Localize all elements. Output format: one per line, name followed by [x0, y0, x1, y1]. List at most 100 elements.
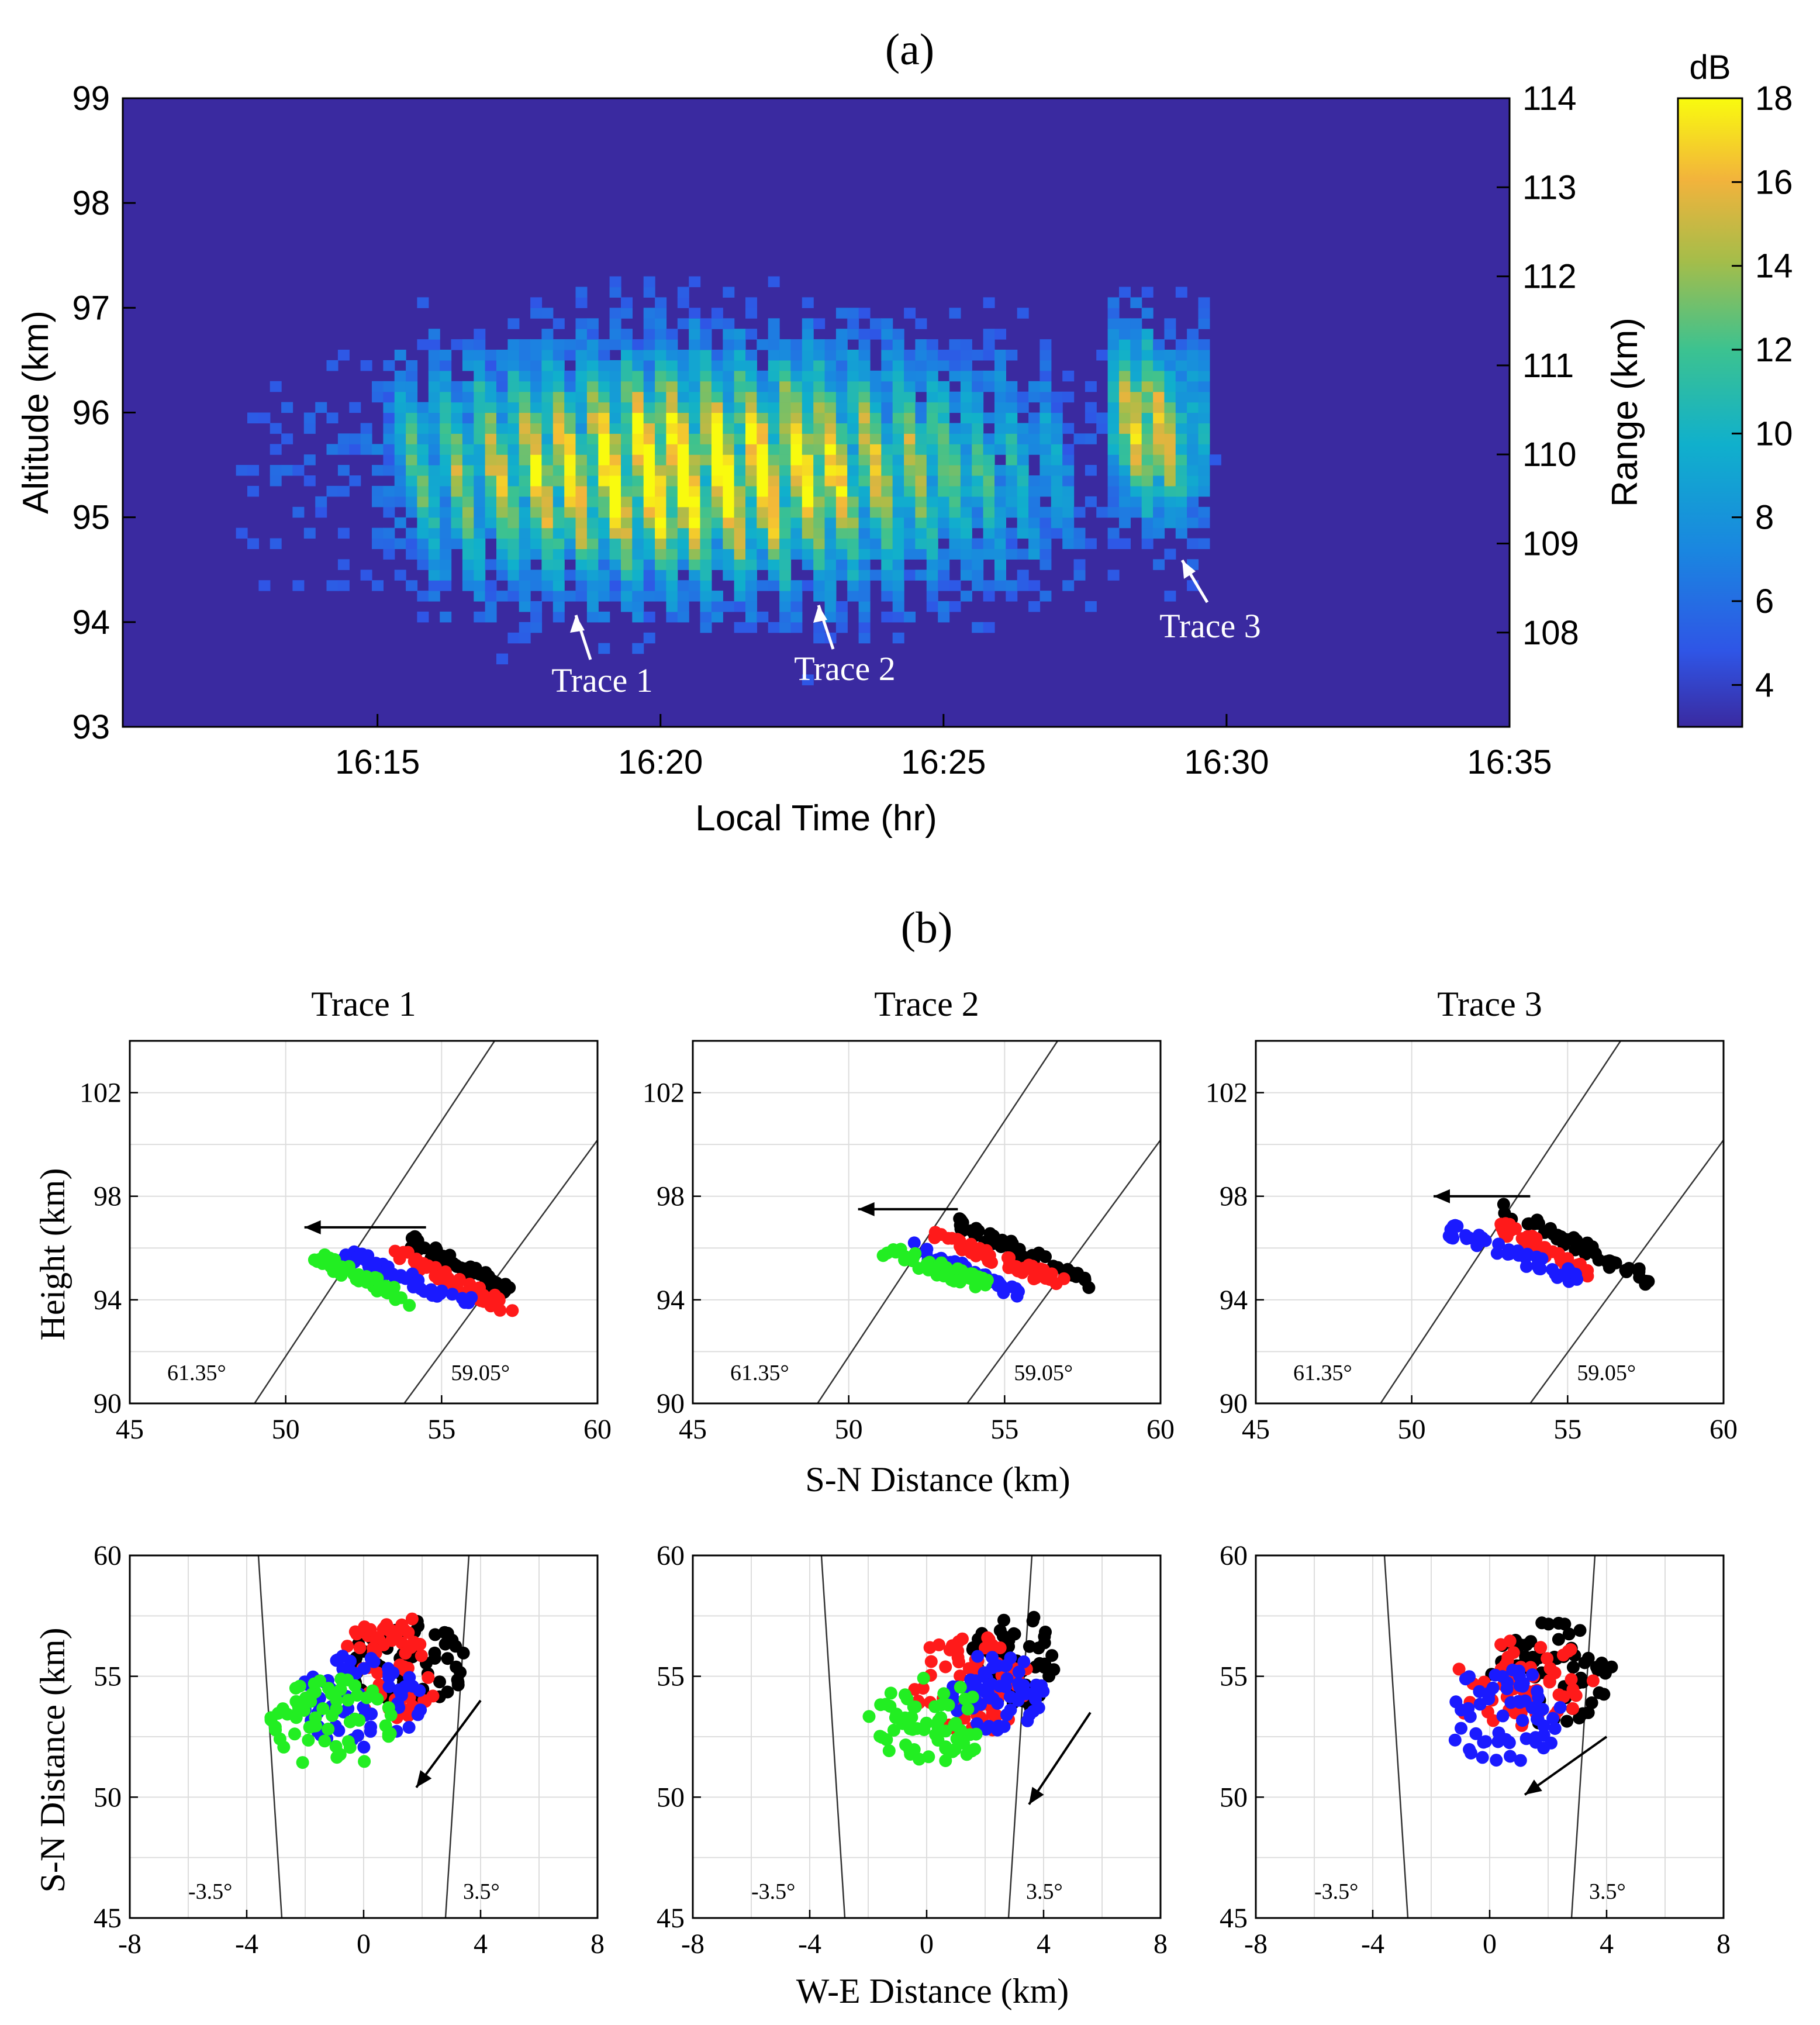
colorbar-tick-label: 12 — [1755, 331, 1793, 369]
heatmap-cell — [337, 559, 350, 570]
heatmap-cell — [723, 423, 735, 434]
heatmap-cell — [813, 360, 826, 371]
heatmap-cell — [666, 412, 678, 423]
heatmap-cell — [870, 538, 882, 549]
heatmap-cell — [926, 475, 938, 487]
heatmap-cell — [1175, 423, 1187, 434]
heatmap-cell — [643, 517, 655, 529]
beam-line-neg — [820, 1555, 846, 1918]
heatmap-cell — [768, 465, 780, 476]
heatmap-cell — [337, 527, 350, 539]
heatmap-cell — [1119, 287, 1131, 298]
heatmap-cell — [768, 506, 780, 518]
scatter-point-blue — [992, 1275, 1005, 1288]
heatmap-cell — [451, 339, 463, 350]
heatmap-cell — [383, 360, 395, 371]
scatter-point-blue — [1514, 1754, 1527, 1767]
heatmap-cell — [757, 381, 769, 392]
heatmap-cell — [881, 350, 893, 361]
heatmap-cell — [915, 465, 927, 476]
heatmap-cell — [474, 559, 486, 570]
heatmap-cell — [881, 611, 893, 623]
heatmap-cell — [485, 391, 497, 403]
heatmap-cell — [813, 454, 826, 465]
heatmap-cell — [938, 360, 950, 371]
trace-2-arrowhead — [813, 605, 827, 623]
scatter-point-black — [1586, 1240, 1599, 1254]
heatmap-cell — [824, 591, 837, 602]
heatmap-cell — [700, 465, 712, 476]
heatmap-cell — [983, 412, 995, 423]
heatmap-cell — [575, 580, 588, 591]
scatter-point-blue — [993, 1679, 1006, 1693]
heatmap-cell — [451, 465, 463, 476]
heatmap-cell — [768, 548, 780, 560]
heatmap-cell — [757, 444, 769, 455]
heatmap-cell — [1141, 329, 1154, 340]
heatmap-cell — [428, 485, 440, 497]
heatmap-cell — [1119, 475, 1131, 487]
heatmap-cell — [700, 444, 712, 455]
heatmap-cell — [835, 601, 848, 612]
heatmap-cell — [406, 527, 418, 539]
heatmap-cell — [496, 653, 508, 665]
heatmap-cell — [972, 475, 984, 487]
heatmap-cell — [847, 444, 859, 455]
heatmap-cell — [1198, 339, 1210, 350]
heatmap-cell — [904, 360, 916, 371]
scatter-point-green — [348, 1679, 361, 1692]
heatmap-cell — [666, 580, 678, 591]
scatter-point-black — [1497, 1198, 1510, 1211]
heatmap-cell — [1198, 391, 1210, 403]
heatmap-cell — [541, 391, 554, 403]
heatmap-cell — [1062, 475, 1075, 487]
scatter-point-red — [353, 1641, 367, 1654]
heatmap-cell — [745, 496, 757, 508]
heatmap-cell — [530, 297, 543, 308]
beam-label-pos: 3.5° — [463, 1879, 500, 1904]
heatmap-cell — [994, 423, 1006, 434]
heatmap-cell — [926, 391, 938, 403]
heatmap-cell — [870, 485, 882, 497]
heatmap-cell — [621, 308, 633, 319]
heatmap-cell — [745, 454, 757, 465]
heatmap-cell — [938, 517, 950, 529]
y-tick-label: 55 — [94, 1661, 122, 1692]
heatmap-cell — [519, 454, 531, 465]
scatter-point-black — [1038, 1636, 1051, 1650]
heatmap-cell — [485, 433, 497, 444]
heatmap-cell — [598, 548, 610, 560]
heatmap-cell — [609, 433, 621, 444]
heatmap-cell — [983, 580, 995, 591]
heatmap-cell — [813, 506, 826, 518]
heatmap-cell — [835, 402, 848, 413]
heatmap-cell — [802, 444, 814, 455]
heatmap-cell — [926, 580, 938, 591]
heatmap-cell — [757, 527, 769, 539]
scatter-point-green — [966, 1691, 979, 1704]
heatmap-cell — [915, 454, 927, 465]
heatmap-cell — [485, 496, 497, 508]
heatmap-cell — [700, 391, 712, 403]
heatmap-cell — [575, 517, 588, 529]
heatmap-cell — [994, 391, 1006, 403]
heatmap-cell — [689, 391, 701, 403]
heatmap-cell — [621, 329, 633, 340]
heatmap-cell — [372, 527, 384, 539]
heatmap-cell — [552, 402, 565, 413]
heatmap-cell — [960, 506, 972, 518]
heatmap-cell — [835, 308, 848, 319]
beam-line-neg — [1383, 1555, 1409, 1918]
heatmap-cell — [677, 506, 689, 518]
heatmap-cell — [892, 444, 904, 455]
scatter-point-green — [358, 1755, 371, 1768]
heatmap-cell — [1130, 485, 1142, 497]
heatmap-cell — [1062, 527, 1075, 539]
heatmap-cell — [870, 370, 882, 382]
heatmap-cell — [1153, 475, 1165, 487]
heatmap-cell — [1187, 391, 1199, 403]
heatmap-cell — [406, 496, 418, 508]
heatmap-cell — [1119, 433, 1131, 444]
heatmap-cell — [496, 496, 508, 508]
heatmap-cell — [847, 496, 859, 508]
